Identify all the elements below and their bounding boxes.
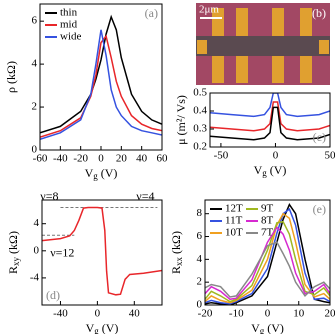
series-line bbox=[42, 206, 162, 296]
annotation: ν=4 bbox=[136, 189, 154, 203]
scale-label: 2μm bbox=[199, 4, 219, 16]
axes-frame bbox=[41, 199, 163, 306]
y-tick-label: 0 bbox=[34, 244, 40, 256]
label-text: (kΩ) bbox=[6, 231, 20, 257]
label-subscript: g bbox=[260, 326, 265, 334]
legend-label: mid bbox=[60, 19, 78, 31]
x-tick-label: 0 bbox=[273, 150, 279, 162]
series-line bbox=[40, 14, 162, 134]
y-tick-label: 0.5 bbox=[193, 87, 207, 99]
x-tick-label: -40 bbox=[53, 308, 68, 320]
x-tick-label: -40 bbox=[53, 153, 68, 165]
series-line bbox=[210, 101, 330, 132]
y-tick-label: 4 bbox=[32, 58, 38, 70]
y-tick-label: -4 bbox=[30, 271, 40, 283]
y-tick-label: 0.4 bbox=[193, 105, 207, 117]
y-tick-label: 0.3 bbox=[193, 123, 207, 135]
y-tick-label: 6 bbox=[197, 230, 203, 242]
x-tick-label: -20 bbox=[198, 308, 213, 320]
y-tick-label: 0 bbox=[197, 299, 203, 311]
label-subscript: g bbox=[262, 168, 267, 178]
series-line bbox=[40, 29, 162, 141]
y-axis-label: ρ (kΩ) bbox=[4, 61, 18, 93]
x-tick-label: 40 bbox=[129, 308, 141, 320]
series-line bbox=[210, 93, 330, 118]
legend-label: 9T bbox=[261, 203, 274, 215]
y-tick-label: 2 bbox=[32, 101, 38, 113]
series-line bbox=[205, 226, 330, 301]
y-tick-label: 8 bbox=[197, 207, 203, 219]
x-tick-label: 0 bbox=[265, 308, 271, 320]
legend-label: wide bbox=[60, 31, 82, 43]
legend-label: 8T bbox=[261, 215, 274, 227]
x-axis-label: Vg (V) bbox=[251, 321, 284, 334]
x-axis-label: Vg (V) bbox=[86, 321, 119, 334]
x-tick-label: 40 bbox=[136, 153, 148, 165]
series-line bbox=[40, 34, 162, 138]
x-tick-label: -20 bbox=[73, 153, 88, 165]
label-text: V bbox=[251, 321, 260, 334]
axes-frame bbox=[209, 92, 331, 148]
series-line bbox=[205, 220, 330, 303]
label-text: V bbox=[86, 321, 95, 334]
label-text: μ (m²/ Vs) bbox=[174, 95, 188, 145]
legend-label: 7T bbox=[261, 227, 274, 239]
x-tick-label: -50 bbox=[214, 150, 229, 162]
label-text: (V) bbox=[267, 163, 287, 177]
panel-label: (a) bbox=[145, 6, 158, 20]
y-tick-label: 2 bbox=[197, 276, 203, 288]
x-tick-label: -60 bbox=[33, 153, 48, 165]
x-tick-label: 20 bbox=[116, 153, 128, 165]
label-text: ρ (kΩ) bbox=[4, 61, 18, 93]
series-line bbox=[205, 241, 330, 298]
x-axis-label: Vg (V) bbox=[254, 163, 287, 178]
y-tick-label: 4 bbox=[34, 217, 40, 229]
y-tick-label: 0 bbox=[32, 144, 38, 156]
annotation: ν=8 bbox=[40, 189, 58, 203]
label-text: (V) bbox=[264, 321, 284, 334]
x-tick-label: 10 bbox=[293, 308, 305, 320]
label-text: R bbox=[6, 266, 20, 274]
label-text: R bbox=[169, 266, 183, 274]
legend-label: thin bbox=[60, 7, 78, 19]
panel-label: (d) bbox=[46, 288, 60, 302]
label-subscript: g bbox=[94, 326, 99, 334]
x-tick-label: -10 bbox=[229, 308, 244, 320]
label-text: V bbox=[254, 163, 263, 177]
micrograph: 2μm (b) bbox=[196, 3, 330, 85]
axes-frame bbox=[204, 199, 331, 306]
label-subscript: g bbox=[93, 171, 98, 181]
y-tick-label: 0.2 bbox=[193, 141, 207, 153]
label-text: (kΩ) bbox=[169, 231, 183, 257]
label-subscript: xx bbox=[174, 256, 184, 266]
y-tick-label: 6 bbox=[32, 15, 38, 27]
legend-label: 11T bbox=[225, 215, 243, 227]
panel-label: (c) bbox=[313, 130, 326, 144]
y-axis-label: μ (m²/ Vs) bbox=[174, 95, 188, 145]
panel-label: (b) bbox=[312, 6, 326, 20]
series-line bbox=[210, 106, 330, 141]
label-text: (V) bbox=[98, 166, 118, 180]
x-tick-label: 20 bbox=[325, 308, 335, 320]
y-tick-label: 4 bbox=[197, 253, 203, 265]
x-tick-label: 60 bbox=[157, 153, 169, 165]
x-tick-label: 0 bbox=[98, 153, 104, 165]
legend-label: 10T bbox=[225, 227, 243, 239]
label-subscript: xy bbox=[11, 256, 21, 266]
y-axis-label: Rxx (kΩ) bbox=[169, 231, 184, 274]
panel-label: (e) bbox=[313, 202, 326, 216]
label-text: (V) bbox=[99, 321, 119, 334]
x-tick-label: 0 bbox=[95, 308, 101, 320]
x-axis-label: Vg (V) bbox=[85, 166, 118, 181]
x-tick-label: 50 bbox=[325, 150, 335, 162]
axes-frame bbox=[39, 3, 163, 151]
y-axis-label: Rxy (kΩ) bbox=[6, 231, 21, 274]
annotation: ν=12 bbox=[50, 245, 74, 259]
label-text: V bbox=[85, 166, 94, 180]
legend-label: 12T bbox=[225, 203, 243, 215]
